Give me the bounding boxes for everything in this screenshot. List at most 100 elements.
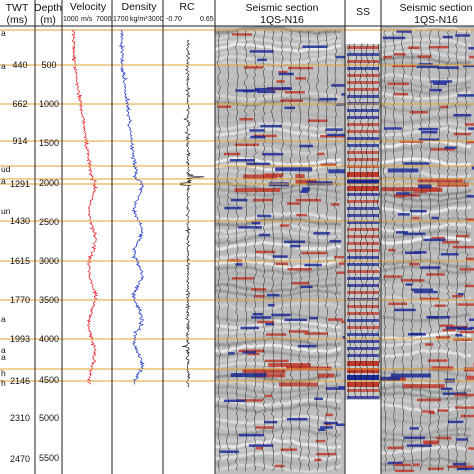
seismic-reflector xyxy=(215,319,342,330)
seismic-reflector xyxy=(381,108,472,119)
seismic-trace xyxy=(235,29,240,472)
seismic-trough xyxy=(428,45,449,49)
left-edge-label: a xyxy=(1,314,6,324)
seismic-peak xyxy=(265,322,275,326)
seismic-peak xyxy=(394,308,416,312)
seismic-peak xyxy=(442,392,467,396)
ss-trough xyxy=(347,235,379,238)
seismic-trough xyxy=(255,426,274,429)
seismic-peak xyxy=(382,36,406,40)
log-curves xyxy=(71,29,205,388)
seismic-peak xyxy=(250,135,266,139)
ss-peak xyxy=(347,277,379,280)
ss-peak xyxy=(347,256,379,259)
seismic-trough xyxy=(393,194,419,197)
seismic-trough xyxy=(388,302,408,306)
seismic-trough xyxy=(336,271,345,275)
twt-unit: (ms) xyxy=(7,14,28,26)
velocity-log xyxy=(71,29,99,385)
seismic-reflector xyxy=(381,66,472,77)
depth-tick-label: 4500 xyxy=(39,375,59,385)
ss-trough xyxy=(347,130,379,133)
seismic-trough xyxy=(387,446,404,450)
velocity-scale-unit: m/s xyxy=(81,16,93,23)
seismic-reflector xyxy=(381,342,472,353)
seismic-reflector xyxy=(381,72,472,83)
ss-peak xyxy=(347,109,379,112)
seismic-trough xyxy=(393,92,409,96)
left-edge-label: a xyxy=(1,61,6,71)
seismic-reflector xyxy=(215,288,342,300)
seismic-reflector xyxy=(381,354,472,365)
seismic-trough xyxy=(394,53,406,56)
seismic-peak xyxy=(252,312,263,316)
seismic-trace xyxy=(262,29,266,472)
seismic-trough xyxy=(454,406,474,409)
seismic-trace xyxy=(226,29,230,472)
seismic-trough xyxy=(268,363,311,368)
seismic-peak xyxy=(286,417,308,421)
seismic-trace xyxy=(382,29,388,472)
seismic-peak xyxy=(304,263,322,267)
seismic-trace xyxy=(334,29,338,472)
seismic-reflector xyxy=(381,397,472,408)
seismic-reflector xyxy=(215,235,342,246)
twt-tick-label: 1430 xyxy=(10,216,30,226)
seismic-peak xyxy=(247,162,271,166)
seismic-reflector xyxy=(215,222,342,234)
seismic-peak xyxy=(251,221,261,225)
seismic-trough xyxy=(278,70,288,74)
seismic-trace xyxy=(419,29,424,472)
left-edge-label: a xyxy=(1,28,6,38)
seismic-trough xyxy=(464,123,474,126)
seismic-trough xyxy=(463,367,474,372)
seismic-reflector xyxy=(381,43,472,53)
seismic-peak xyxy=(404,251,421,255)
seismic-reflector xyxy=(215,265,342,276)
seismic-peak xyxy=(219,450,240,453)
seismic-reflector xyxy=(215,42,342,54)
seismic-peak xyxy=(429,88,442,92)
seismic-trough xyxy=(409,262,420,266)
ss-trough xyxy=(347,242,379,245)
seismic-left-title: Seismic section xyxy=(246,2,319,14)
seismic-peak xyxy=(447,420,464,424)
seismic-trough xyxy=(387,82,409,86)
seismic-right-traces xyxy=(381,26,474,473)
seismic-peak xyxy=(462,64,474,68)
seismic-trough xyxy=(460,414,474,418)
seismic-trough xyxy=(423,442,439,445)
seismic-peak xyxy=(272,255,288,258)
seismic-trace xyxy=(427,29,433,472)
seismic-trough xyxy=(239,117,254,121)
ss-peak xyxy=(347,53,379,56)
seismic-reflector xyxy=(215,421,342,432)
seismic-peak xyxy=(342,336,345,339)
seismic-reflector xyxy=(215,217,342,227)
velocity-scale-max: 7000 xyxy=(96,16,112,23)
seismic-trough xyxy=(420,187,443,192)
depth-tick-label: 5000 xyxy=(39,413,59,423)
seismic-reflector xyxy=(381,415,472,426)
ss-peak xyxy=(347,214,379,217)
seismic-peak xyxy=(468,127,474,130)
seismic-peak xyxy=(390,373,431,378)
seismic-trough xyxy=(296,213,308,217)
seismic-trough xyxy=(316,452,337,456)
seismic-peak xyxy=(302,187,310,192)
seismic-trough xyxy=(392,64,416,68)
seismic-trough xyxy=(251,288,267,291)
seismic-trough xyxy=(330,203,340,206)
seismic-peak xyxy=(455,333,463,337)
seismic-peak xyxy=(242,89,254,93)
seismic-trough xyxy=(459,268,474,271)
seismic-peak xyxy=(440,253,459,256)
seismic-trough xyxy=(459,330,474,334)
seismic-peak xyxy=(257,90,276,94)
seismic-trough xyxy=(466,218,474,221)
seismic-trough xyxy=(423,440,440,443)
seismic-trough xyxy=(440,105,449,109)
density-scale-unit: kg/m³ xyxy=(130,16,148,23)
seismic-peak xyxy=(416,65,439,69)
seismic-trough xyxy=(255,447,263,450)
